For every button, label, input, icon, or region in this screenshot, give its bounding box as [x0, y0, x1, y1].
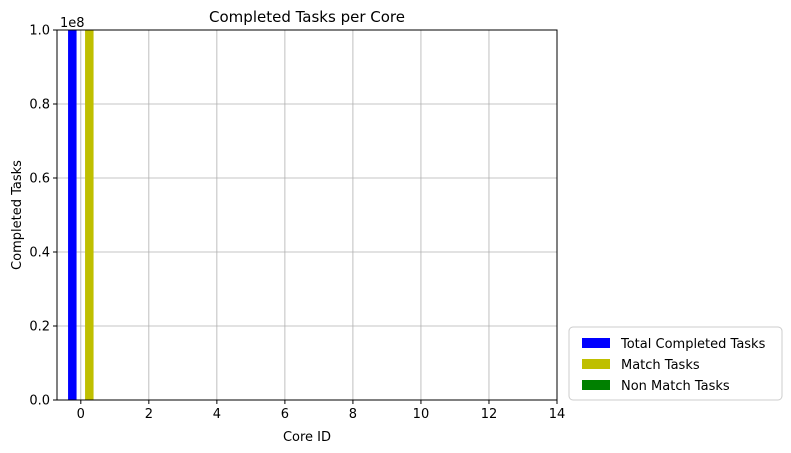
x-tick-label: 4	[213, 407, 221, 422]
grid-lines	[57, 29, 558, 401]
legend-swatch	[582, 338, 610, 348]
y-tick-label: 0.6	[29, 172, 50, 187]
y-axis-label: Completed Tasks	[10, 160, 25, 270]
y-axis-ticks: 0.0 0.2 0.4 0.6 0.8 1.0	[29, 24, 57, 409]
x-tick-label: 12	[481, 407, 498, 422]
legend-swatch	[582, 359, 610, 369]
bar	[85, 30, 94, 400]
plot-frame	[56, 29, 558, 401]
legend-label: Match Tasks	[621, 358, 700, 373]
x-tick-label: 0	[77, 407, 85, 422]
y-axis-offset-text: 1e8	[60, 16, 85, 31]
y-tick-label: 0.0	[29, 394, 50, 409]
x-tick-label: 10	[413, 407, 430, 422]
x-axis-ticks: 0 2 4 6 8 10 12 14	[77, 400, 566, 422]
x-tick-label: 14	[549, 407, 566, 422]
x-tick-label: 8	[349, 407, 357, 422]
x-axis-label: Core ID	[283, 430, 331, 445]
chart-title: Completed Tasks per Core	[209, 8, 405, 26]
x-tick-label: 2	[145, 407, 153, 422]
y-tick-label: 1.0	[29, 24, 50, 39]
legend-swatch	[582, 380, 610, 390]
legend-label: Total Completed Tasks	[620, 337, 766, 352]
y-tick-label: 0.2	[29, 320, 50, 335]
bar-series	[68, 30, 94, 400]
bar	[68, 30, 77, 400]
y-tick-label: 0.4	[29, 246, 50, 261]
legend-label: Non Match Tasks	[621, 379, 730, 394]
legend-frame	[568, 326, 783, 401]
legend: Total Completed Tasks Match Tasks Non Matc…	[568, 326, 783, 401]
x-tick-label: 6	[281, 407, 289, 422]
y-tick-label: 0.8	[29, 98, 50, 113]
